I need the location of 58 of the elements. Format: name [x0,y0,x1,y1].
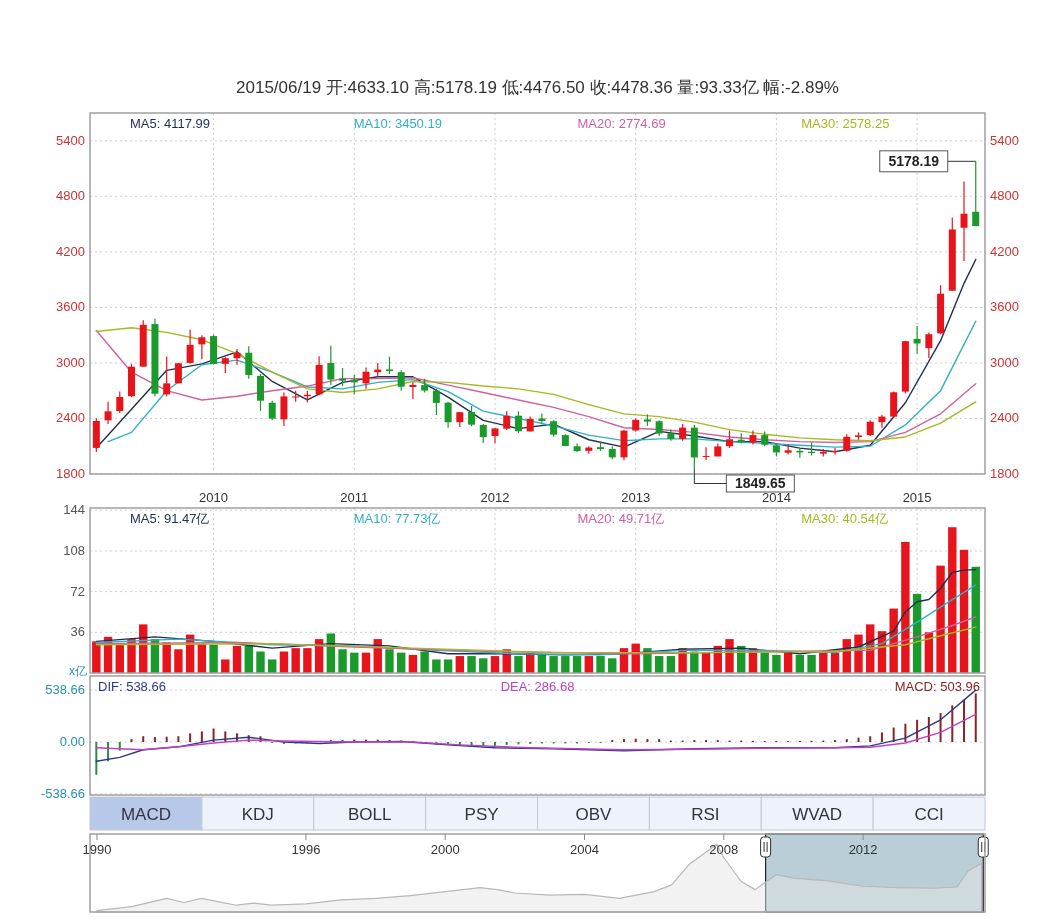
y-tick-label: 0.00 [59,734,85,749]
y-tick-label: 1800 [56,466,85,481]
x-tick-label: 1996 [291,842,321,857]
y2-tick-label: 5400 [990,132,1019,148]
text: MA20: 49.71亿 [577,511,665,526]
text: MA30: 2578.25 [801,116,890,131]
x-tick-label: 2010 [199,490,229,505]
y-tick-label: 3000 [56,354,85,370]
text: MA30: 40.54亿 [801,511,888,526]
annotation: 1849.65 [735,475,786,491]
text: MA5: 91.47亿 [130,511,210,526]
text: WVAD [792,804,843,824]
y-tick-label: -538.66 [40,785,85,801]
y-tick-label: 144 [63,502,85,518]
callout: 5178.19 [879,150,977,173]
text: PSY [464,804,499,824]
text: DEA: 286.68 [500,679,575,694]
y2-tick-label: 3600 [990,299,1019,315]
y2-tick-label: 4200 [990,243,1019,259]
y2-tick-label: 4800 [990,188,1019,204]
text: BOLL [347,804,392,824]
text: MA20: 2774.69 [577,116,666,131]
y-tick-label: 2400 [56,410,85,426]
y-tick-label: 4800 [56,188,85,204]
x-tick-label: 2013 [621,490,651,505]
text: MA10: 3450.19 [353,116,442,131]
y2-tick-label: 1800 [990,466,1019,481]
x-tick-label: 2012 [848,842,878,857]
x-tick-label: 2008 [709,842,739,857]
y-tick-label: 36 [70,624,85,640]
text: MACD [120,804,171,824]
text: MA10: 77.73亿 [353,511,441,526]
y-axis-title: x亿 [69,664,87,678]
x-tick-label: 2014 [761,490,791,505]
callout: 1849.65 [693,468,795,493]
series-label: MACD: 503.96 [894,679,980,694]
y-tick-label: 5400 [56,132,85,148]
y-tick-label: 4200 [56,243,85,259]
text: DIF: 538.66 [98,679,166,694]
annotation: 5178.19 [888,153,940,170]
y-tick-label: 108 [63,542,85,558]
y-tick-label: 3600 [56,299,85,315]
x-tick-label: 2004 [570,842,599,857]
text: 2015/06/19 开:4633.10 高:5178.19 低:4476.50 收:4478.36 量:93.33亿 幅:-2.89% [236,78,839,97]
text: OBV [575,804,613,824]
text: KDJ [241,804,274,824]
x-tick-label: 2000 [430,842,460,857]
x-tick-label: 2015 [902,490,932,505]
text: MA5: 4117.99 [130,116,210,131]
y-tick-label: 72 [70,583,85,599]
y-tick-label: 538.66 [45,682,85,698]
x-tick-label: 2012 [480,490,510,505]
x-tick-label: 2011 [340,490,369,505]
y2-tick-label: 2400 [990,410,1019,426]
text: CCI [914,804,944,824]
y2-tick-label: 3000 [990,354,1019,370]
text: RSI [691,804,720,824]
x-tick-label: 1990 [82,842,112,857]
